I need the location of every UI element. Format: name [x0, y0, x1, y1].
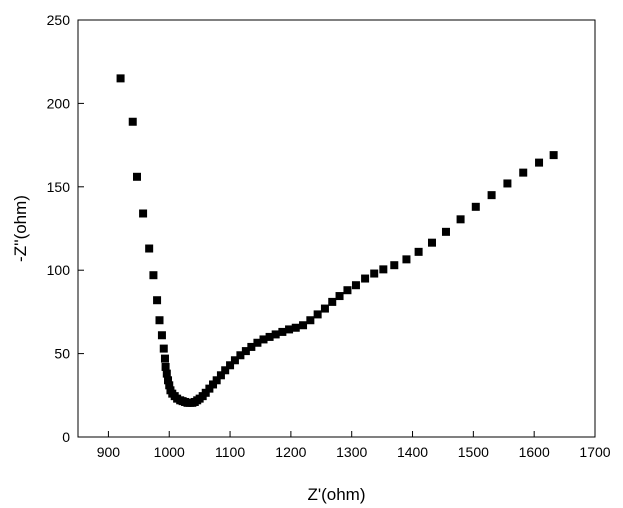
data-point	[549, 151, 558, 160]
data-point	[471, 202, 480, 211]
data-point	[162, 369, 171, 378]
data-point	[414, 247, 423, 256]
x-tick-label: 1000	[154, 444, 185, 460]
y-axis-title: -Z''(ohm)	[11, 195, 30, 262]
data-point	[306, 316, 315, 325]
data-point	[205, 384, 214, 393]
data-point	[271, 330, 280, 339]
y-tick-label: 50	[54, 346, 70, 362]
data-point	[535, 158, 544, 167]
data-point	[487, 191, 496, 200]
y-tick-label: 0	[62, 429, 70, 445]
data-point	[160, 354, 169, 363]
data-point	[313, 310, 322, 319]
data-point	[441, 227, 450, 236]
y-tick-label: 200	[47, 95, 71, 111]
x-tick-label: 1200	[275, 444, 306, 460]
data-point	[370, 269, 379, 278]
data-point	[145, 244, 154, 253]
y-tick-label: 100	[47, 262, 71, 278]
plot-frame	[77, 19, 596, 438]
data-point	[201, 388, 210, 397]
data-point	[299, 321, 308, 330]
data-point	[328, 297, 337, 306]
data-point	[335, 292, 344, 301]
x-tick-label: 1400	[397, 444, 428, 460]
data-point	[226, 361, 235, 370]
data-point	[402, 255, 411, 264]
data-point	[241, 347, 250, 356]
data-point	[247, 342, 256, 351]
data-point	[221, 366, 230, 375]
data-point	[390, 261, 399, 270]
data-point	[161, 362, 170, 371]
x-tick-label: 1500	[458, 444, 489, 460]
x-axis-title: Z'(ohm)	[307, 485, 365, 504]
data-point	[128, 117, 137, 126]
data-point	[285, 325, 294, 334]
data-point	[209, 380, 218, 389]
data-point	[165, 381, 174, 390]
tick-labels: 900 1000 1100 1200 1300 1400 1500 1600 1700 0 50 10…	[47, 12, 611, 460]
data-point	[236, 351, 245, 360]
data-point	[139, 209, 148, 218]
data-point	[155, 316, 164, 325]
axis-ticks	[78, 19, 596, 438]
y-tick-label: 150	[47, 179, 71, 195]
y-tick-label: 250	[47, 12, 71, 28]
data-point	[149, 271, 158, 280]
data-point	[230, 356, 239, 365]
data-point	[164, 376, 173, 385]
data-point	[116, 74, 125, 83]
data-point	[379, 265, 388, 274]
data-point	[320, 304, 329, 313]
data-point	[153, 296, 162, 305]
x-tick-label: 1700	[579, 444, 610, 460]
data-point	[351, 281, 360, 290]
data-point	[253, 338, 262, 347]
data-point	[265, 332, 274, 341]
data-points	[116, 74, 558, 407]
data-point	[278, 327, 287, 336]
data-point	[216, 371, 225, 380]
x-tick-label: 1600	[519, 444, 550, 460]
data-point	[343, 286, 352, 295]
data-point	[503, 179, 512, 188]
data-point	[132, 172, 141, 181]
data-point	[291, 323, 300, 332]
x-tick-label: 1300	[336, 444, 367, 460]
data-point	[157, 331, 166, 340]
data-point	[159, 344, 168, 353]
x-tick-label: 900	[97, 444, 121, 460]
x-tick-label: 1100	[215, 444, 245, 460]
data-point	[212, 376, 221, 385]
data-point	[259, 335, 268, 344]
data-point	[456, 215, 465, 224]
data-point	[427, 238, 436, 247]
data-point	[519, 168, 528, 177]
data-point	[361, 274, 370, 283]
